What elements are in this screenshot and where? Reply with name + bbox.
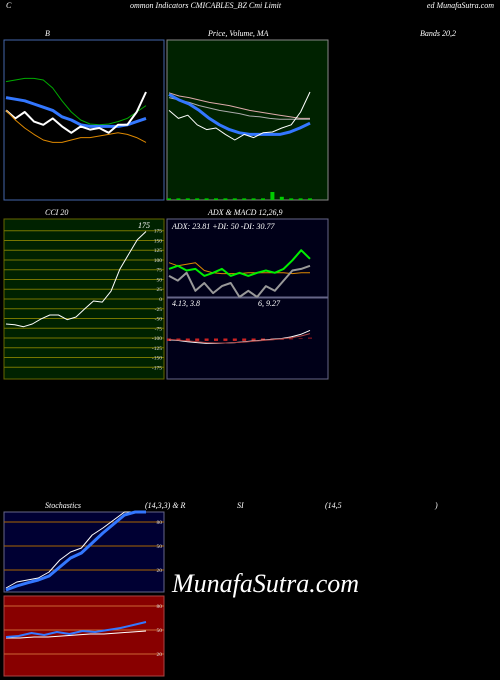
y-tick-label: 0	[159, 297, 162, 303]
y-tick-label: 125	[154, 248, 163, 254]
annotation: ADX: 23.81 +DI: 50 -DI: 30.77	[171, 222, 275, 231]
y-tick-label: -75	[155, 326, 163, 332]
y-tick-label: 80	[157, 604, 163, 610]
header-middle: ommon Indicators CMICABLES_BZ Cmi Limit	[130, 1, 282, 10]
series-line	[5, 231, 147, 328]
y-tick-label: 25	[157, 287, 163, 293]
series-line	[168, 249, 311, 277]
header-right: ed MunafaSutra.com	[427, 1, 494, 10]
bar	[298, 198, 303, 200]
bar	[223, 198, 228, 200]
bar	[185, 338, 190, 341]
header-left: C	[6, 1, 12, 10]
y-tick-label: 20	[157, 568, 163, 574]
bar	[242, 198, 247, 200]
bar	[214, 198, 218, 200]
panel	[3, 511, 165, 593]
series-line	[168, 333, 311, 344]
panel-title: B	[45, 29, 50, 38]
bar	[289, 198, 294, 200]
y-tick-label: -125	[152, 346, 162, 352]
series-line	[6, 630, 147, 639]
series-line	[5, 511, 146, 589]
bands-caption: Bands 20,2	[420, 29, 456, 38]
bar	[261, 198, 265, 200]
bar	[298, 338, 303, 339]
bar	[204, 338, 209, 341]
y-tick-label: 50	[157, 544, 163, 550]
bar	[279, 196, 284, 200]
y-tick-label: 50	[157, 277, 163, 283]
panel	[166, 297, 329, 380]
series-line	[168, 97, 310, 120]
rsi-caption: SI	[237, 501, 244, 510]
series-line	[168, 93, 311, 136]
annotation: 175	[138, 221, 150, 230]
watermark: MunafaSutra.com	[171, 569, 359, 598]
bar	[214, 338, 218, 341]
panel	[3, 595, 165, 677]
panel	[166, 218, 329, 298]
panel-title: ADX & MACD 12,26,9	[207, 208, 282, 217]
series-line	[5, 77, 147, 126]
y-tick-label: -175	[152, 365, 162, 371]
series-line	[168, 92, 310, 119]
bar	[185, 198, 190, 200]
bar	[308, 198, 312, 200]
series-line	[5, 91, 147, 134]
panel	[166, 39, 329, 201]
series-line	[168, 91, 311, 141]
bar	[251, 338, 256, 341]
bar	[242, 338, 247, 341]
bar	[232, 338, 237, 341]
series-line	[168, 264, 311, 298]
bar	[167, 198, 171, 200]
bar	[251, 198, 256, 200]
y-tick-label: 75	[157, 268, 163, 274]
bar	[289, 338, 294, 340]
panel-title: Price, Volume, MA	[207, 29, 269, 38]
panel-title: CCI 20	[45, 208, 68, 217]
bar	[308, 337, 312, 339]
y-tick-label: 50	[157, 628, 163, 634]
bar	[176, 198, 181, 200]
y-tick-label: -150	[152, 356, 162, 362]
stoch-params: (14,3,3) & R	[145, 501, 186, 510]
annotation: 6, 9.27	[258, 299, 281, 308]
series-line	[5, 621, 147, 638]
y-tick-label: -25	[155, 307, 163, 313]
y-tick-label: 80	[157, 520, 163, 526]
y-tick-label: 20	[157, 652, 163, 658]
bar	[270, 192, 275, 200]
y-tick-label: -100	[152, 336, 162, 342]
y-tick-label: 100	[154, 258, 163, 264]
series-line	[5, 110, 147, 143]
y-tick-label: 175	[154, 229, 163, 235]
bar	[223, 338, 228, 341]
y-tick-label: 150	[154, 238, 163, 244]
stoch-caption: Stochastics	[45, 501, 81, 510]
bar	[195, 198, 200, 200]
series-line	[5, 510, 146, 592]
bar	[261, 338, 265, 341]
bar	[232, 198, 237, 200]
rsi-params: (14,5	[325, 501, 342, 510]
bar	[204, 198, 209, 200]
annotation: 4.13, 3.8	[172, 299, 200, 308]
bar	[195, 338, 200, 341]
rsi-close: )	[434, 501, 438, 510]
y-tick-label: -50	[155, 317, 163, 323]
